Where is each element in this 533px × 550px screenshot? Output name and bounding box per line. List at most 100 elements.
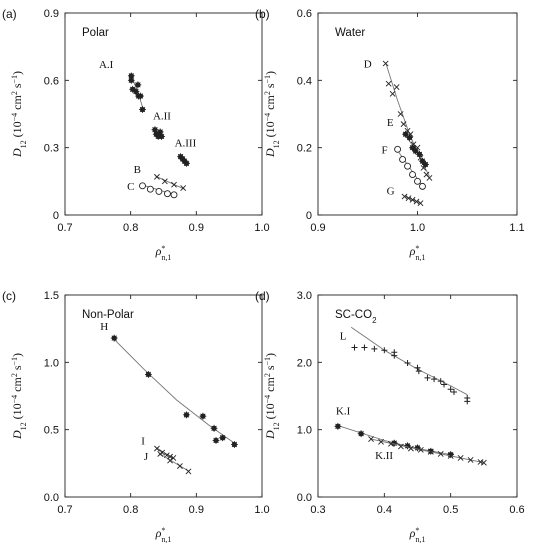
- data-point: [427, 448, 434, 455]
- data-point: [158, 133, 165, 140]
- y-axis-label-part: −4: [10, 395, 19, 404]
- data-point: [127, 76, 135, 84]
- data-point: [415, 368, 422, 375]
- data-point: [171, 181, 177, 188]
- y-axis-label-part: −1: [10, 75, 19, 84]
- y-tick-label: 0.9: [44, 8, 59, 20]
- x-axis-sup: *: [415, 244, 419, 253]
- y-axis-label: D12 (10−4 cm2 s−1): [10, 71, 28, 158]
- series-label: L: [340, 331, 347, 343]
- y-axis-label-part: −4: [10, 113, 19, 122]
- x-tick-label: 0.9: [310, 222, 325, 234]
- x-tick-label: 0.9: [189, 504, 204, 516]
- fit-curve: [158, 452, 190, 472]
- data-point: [417, 200, 424, 207]
- data-point: [467, 457, 474, 463]
- y-axis-label-part: ): [10, 71, 24, 75]
- fit-curve: [155, 175, 185, 190]
- y-axis-label-part: 2: [263, 373, 272, 377]
- x-tick-label: 0.7: [57, 222, 72, 234]
- series-h: H: [100, 321, 238, 448]
- data-point: [401, 193, 408, 200]
- x-tick-label: 0.3: [310, 504, 325, 516]
- plot-frame: [64, 294, 263, 498]
- data-point: [407, 445, 414, 452]
- y-axis-label-part: −4: [263, 113, 272, 122]
- x-axis-label: ρ* n,1: [155, 244, 172, 262]
- panel-title: Non-Polar: [82, 309, 134, 321]
- series-label: C: [127, 181, 134, 193]
- data-point: [139, 106, 146, 113]
- series-b: B: [134, 164, 187, 191]
- x-axis-sup: *: [415, 526, 419, 535]
- fit-curve: [371, 438, 484, 464]
- data-point: [144, 371, 152, 378]
- x-tick-label: 0.4: [377, 504, 392, 516]
- plot-frame: [317, 294, 518, 498]
- data-point: [127, 72, 135, 80]
- series-e: E: [387, 117, 429, 168]
- y-axis-label: D12 (10−4 cm2 s−1): [10, 353, 28, 440]
- data-point: [139, 182, 146, 190]
- x-tick-label: 1.0: [254, 504, 269, 516]
- data-point: [447, 386, 454, 393]
- data-point: [480, 459, 487, 466]
- data-point: [399, 155, 407, 163]
- data-point: [334, 422, 342, 430]
- y-axis-label-part: −1: [10, 357, 19, 366]
- y-axis-label-part: cm: [10, 95, 24, 113]
- series-label: B: [134, 164, 141, 176]
- data-point: [185, 468, 192, 475]
- series-label: E: [387, 117, 394, 129]
- y-axis-label-part: 12: [19, 140, 28, 148]
- fit-curve: [350, 326, 468, 396]
- data-point: [417, 446, 424, 453]
- panel-d: 0.3 0.4 0.5 0.6 0.0 1.0 2.0 3.0 (d) SC-CO2 L K.I K.I…: [255, 289, 525, 544]
- x-axis-label: ρ* n,1: [155, 526, 172, 544]
- series-label: A.III: [175, 138, 197, 150]
- data-point: [154, 173, 160, 180]
- data-point: [368, 436, 374, 443]
- data-point: [361, 344, 368, 351]
- data-point: [212, 437, 220, 444]
- y-tick-label: 0.4: [297, 75, 312, 87]
- x-tick-label: 1.0: [410, 222, 425, 234]
- data-point: [183, 159, 190, 167]
- data-point: [231, 441, 238, 448]
- data-point: [134, 81, 142, 89]
- data-point: [199, 412, 207, 420]
- y-axis-label-part: −4: [263, 395, 272, 404]
- y-tick-label: 0.6: [297, 8, 312, 20]
- y-axis-label-part: s: [263, 365, 277, 373]
- x-tick-label: 0.8: [123, 504, 138, 516]
- data-point: [404, 162, 411, 170]
- y-tick-label: 0.3: [44, 143, 59, 155]
- y-axis-label-part: −1: [263, 75, 272, 84]
- data-point: [427, 447, 435, 455]
- data-point: [151, 126, 159, 134]
- y-axis-label-part: s: [10, 83, 24, 91]
- y-tick-label: 1.5: [44, 290, 59, 302]
- y-axis-label-part: ): [10, 353, 24, 357]
- y-axis-label: D12 (10−4 cm2 s−1): [263, 353, 281, 440]
- y-tick-label: 2.0: [297, 357, 312, 369]
- y-axis-symbol: D: [263, 430, 277, 440]
- data-point: [416, 151, 423, 158]
- y-axis-label-part: cm: [10, 377, 24, 395]
- data-point: [426, 175, 433, 181]
- y-axis-label-part: 12: [272, 140, 281, 148]
- x-axis-symbol: ρ: [409, 244, 416, 258]
- series-label: D: [364, 59, 372, 71]
- data-point: [393, 84, 400, 90]
- data-point: [382, 60, 389, 67]
- data-point: [390, 439, 398, 447]
- data-point: [167, 457, 173, 464]
- data-point: [450, 388, 457, 395]
- x-tick-label: 1.0: [254, 222, 269, 234]
- data-point: [400, 121, 407, 128]
- data-point: [409, 144, 416, 152]
- data-point: [437, 450, 444, 457]
- data-point: [414, 177, 421, 185]
- y-axis-label-part: (10: [10, 121, 24, 140]
